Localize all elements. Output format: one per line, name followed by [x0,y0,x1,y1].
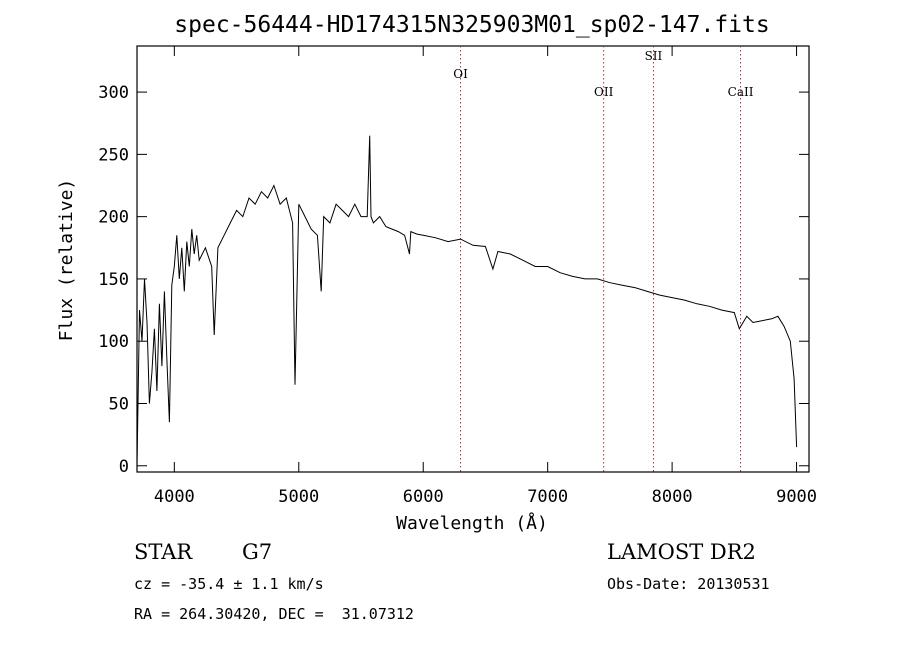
y-tick-label: 250 [98,145,129,165]
chart-title: spec-56444-HD174315N325903M01_sp02-147.f… [174,12,769,38]
x-tick-label: 5000 [278,487,319,507]
spectral-line-label: CaII [728,85,754,99]
y-tick-label: 0 [119,457,129,477]
y-axis: 0 50 100 150 200 250 300 [98,83,809,477]
y-tick-label: 100 [98,332,129,352]
x-tick-label: 7000 [527,487,568,507]
spectral-line-label: OI [453,67,468,81]
y-tick-label: 300 [98,83,129,103]
survey-name: LAMOST DR2 [607,540,756,564]
redshift-readout: cz = -35.4 ± 1.1 km/s [134,575,324,593]
y-tick-label: 50 [109,394,129,414]
spectral-line-label: OII [594,85,614,99]
spectral-line-label: SII [645,49,663,63]
plot-frame [136,45,810,473]
spectral-subclass: G7 [242,540,273,564]
coordinates-readout: RA = 264.30420, DEC = 31.07312 [134,605,414,623]
x-axis: 4000 5000 6000 7000 8000 9000 [154,46,817,507]
x-tick-label: 8000 [652,487,693,507]
object-type: STAR [134,540,193,564]
y-tick-label: 200 [98,208,129,228]
y-axis-label: Flux (relative) [56,179,77,342]
x-axis-label: Wavelength (Å) [396,512,548,534]
observation-date: Obs-Date: 20130531 [607,575,770,593]
x-tick-label: 6000 [403,487,444,507]
x-tick-label: 9000 [776,487,817,507]
spectral-lines: OI OII SII CaII [453,46,754,472]
x-tick-label: 4000 [154,487,195,507]
y-tick-label: 150 [98,270,129,290]
spectrum-line [136,135,798,466]
